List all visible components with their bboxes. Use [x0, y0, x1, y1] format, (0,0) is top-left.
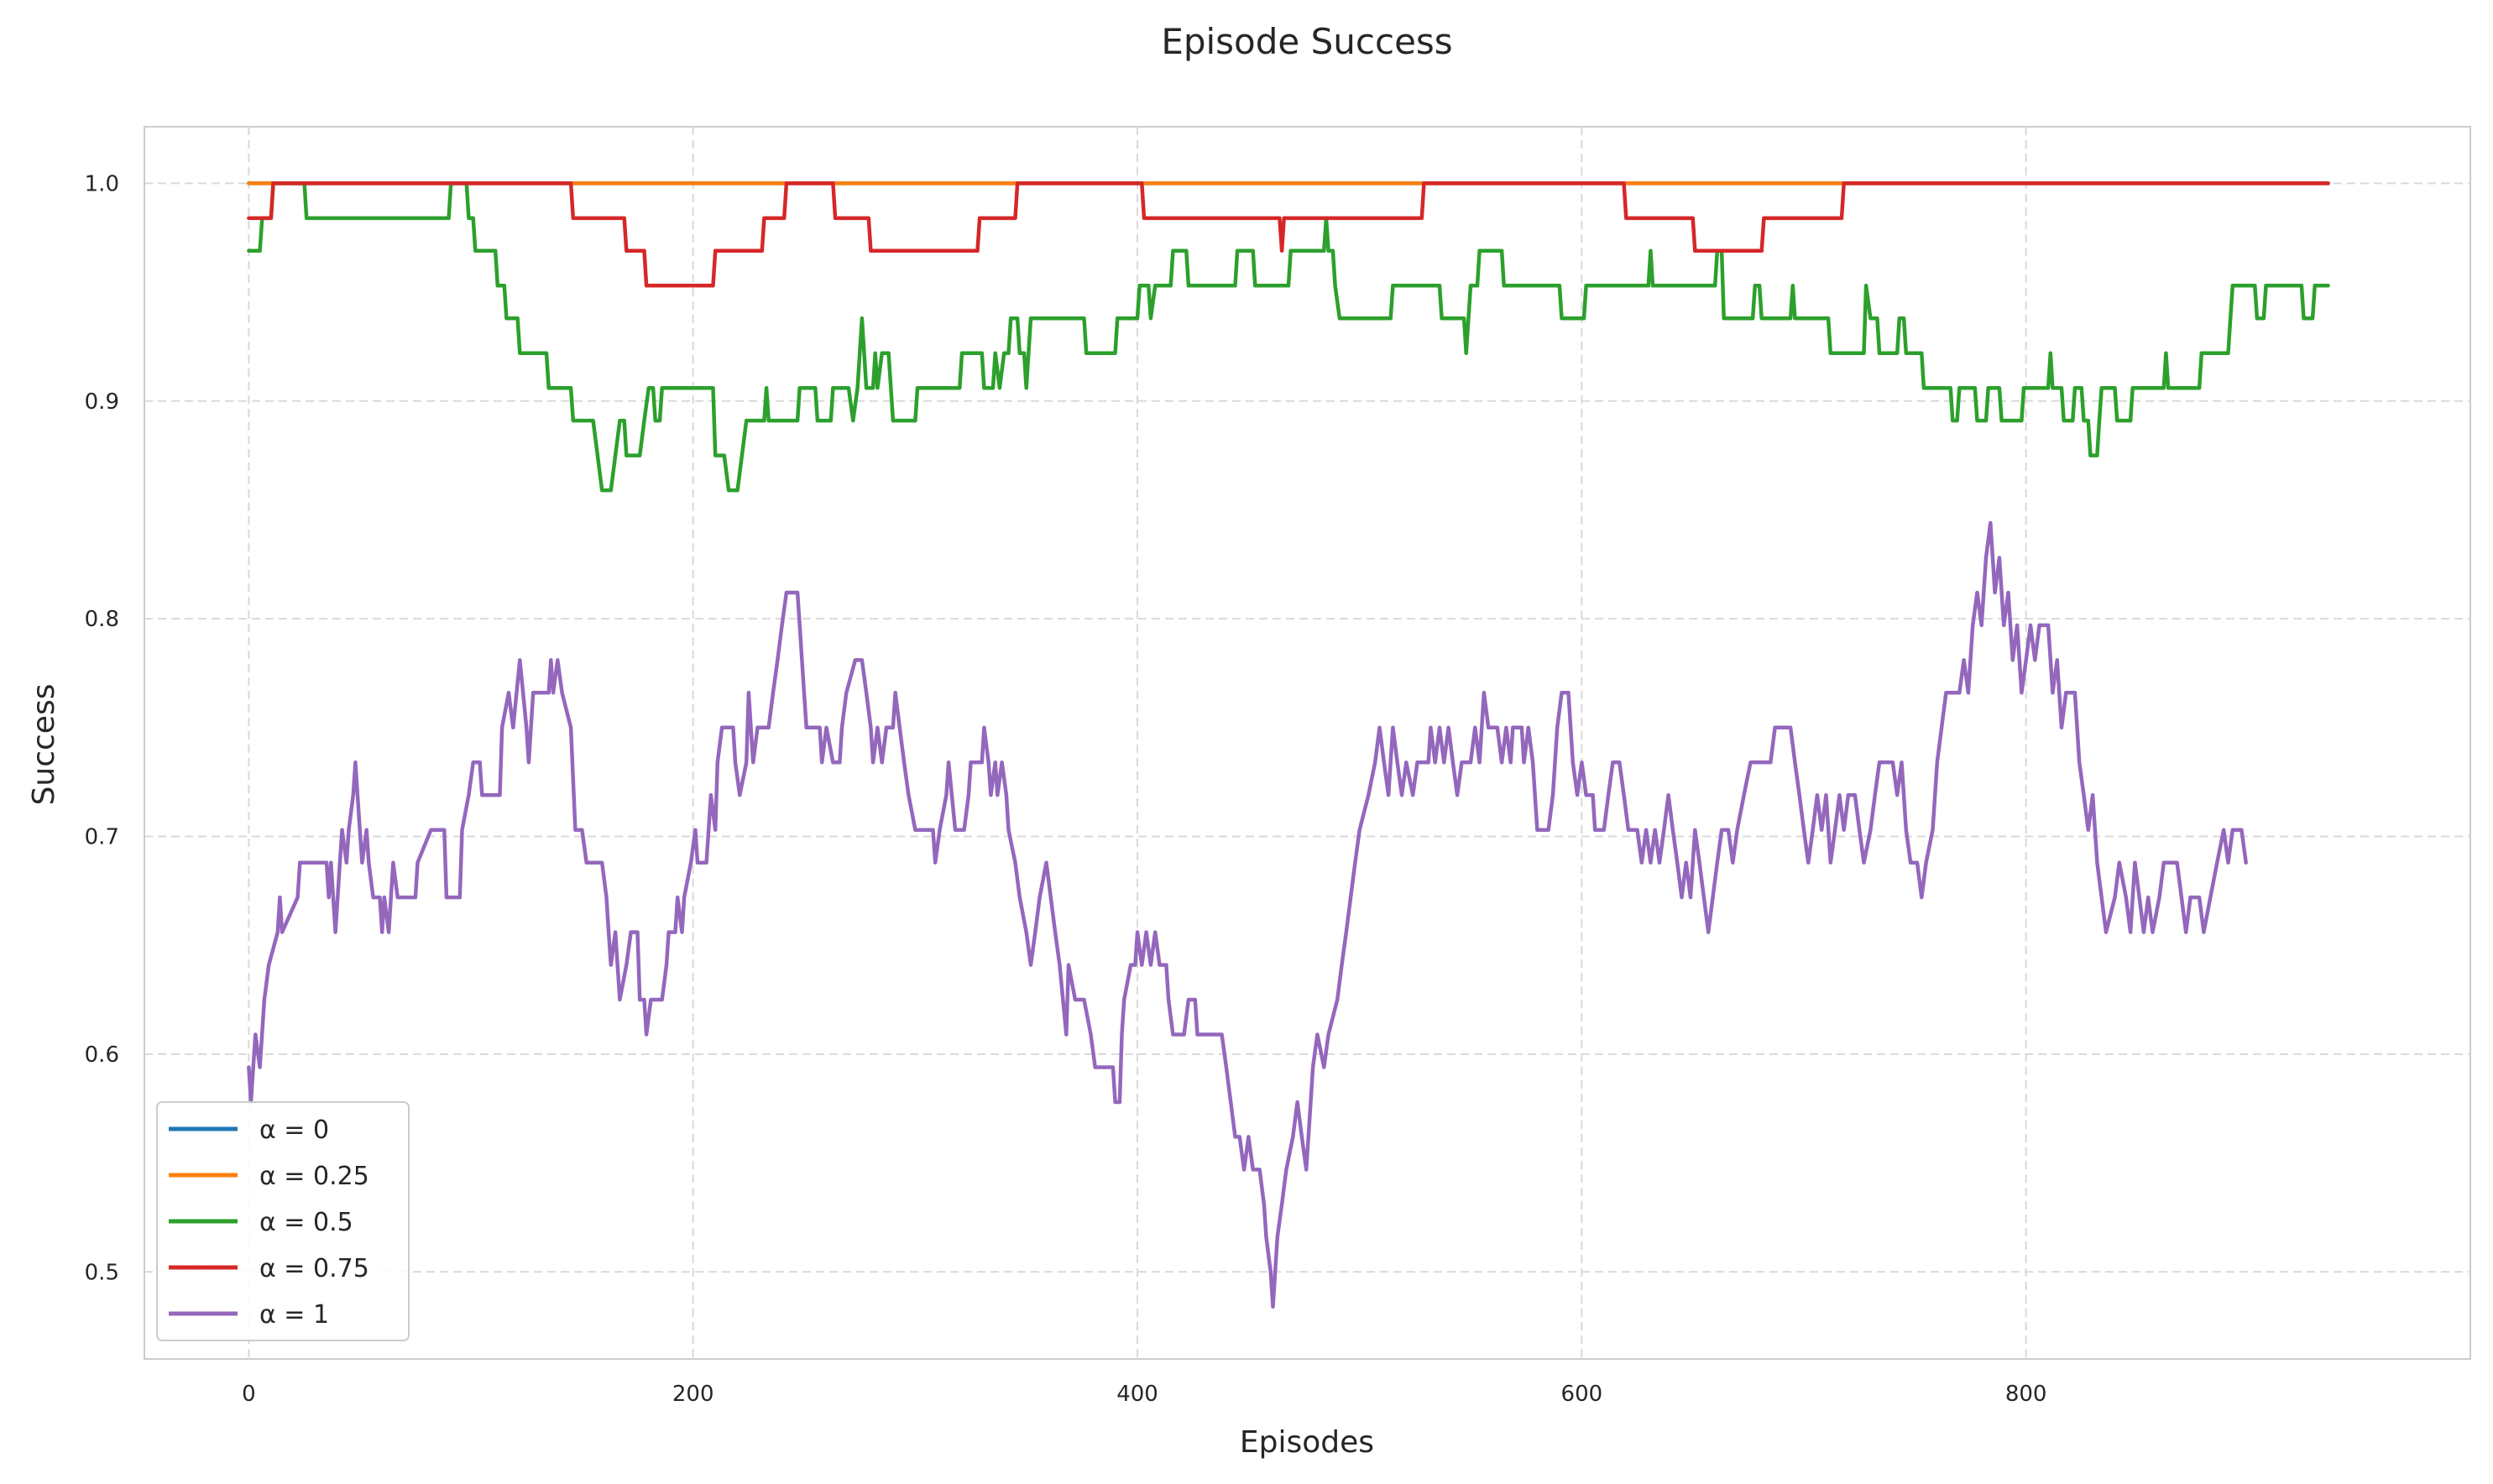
y-tick-label: 0.5 [85, 1260, 119, 1285]
y-tick-label: 0.9 [85, 389, 119, 415]
series-line-3 [247, 181, 2330, 288]
y-tick-label: 0.8 [85, 607, 119, 632]
series-line-2 [247, 181, 2330, 493]
y-tick-label: 1.0 [85, 171, 119, 196]
plot-area-frame [144, 126, 2471, 1360]
legend-label: α = 1 [259, 1300, 329, 1330]
y-axis: 0.5 0.6 0.7 0.8 0.9 1.0 [85, 171, 119, 1285]
y-tick-label: 0.7 [85, 825, 119, 850]
legend-label: α = 0.75 [259, 1254, 369, 1283]
x-tick-label: 400 [1116, 1382, 1158, 1407]
x-axis-title: Episodes [1240, 1425, 1374, 1460]
series-lines [247, 181, 2330, 1309]
x-tick-label: 600 [1561, 1382, 1603, 1407]
legend-label: α = 0.25 [259, 1162, 369, 1191]
legend-label: α = 0.5 [259, 1208, 353, 1237]
legend: α = 0 α = 0.25 α = 0.5 α = 0.75 α = 1 [156, 1101, 410, 1341]
y-tick-label: 0.6 [85, 1042, 119, 1068]
series-line-4 [247, 520, 2248, 1309]
y-axis-title: Success [27, 684, 61, 806]
x-axis: 0 200 400 600 800 [242, 1382, 2046, 1407]
chart-title: Episode Success [1161, 21, 1452, 62]
x-tick-label: 200 [672, 1382, 714, 1407]
x-tick-label: 800 [2005, 1382, 2047, 1407]
legend-label: α = 0 [259, 1116, 329, 1145]
legend-frame [156, 1101, 410, 1341]
x-tick-label: 0 [242, 1382, 256, 1407]
